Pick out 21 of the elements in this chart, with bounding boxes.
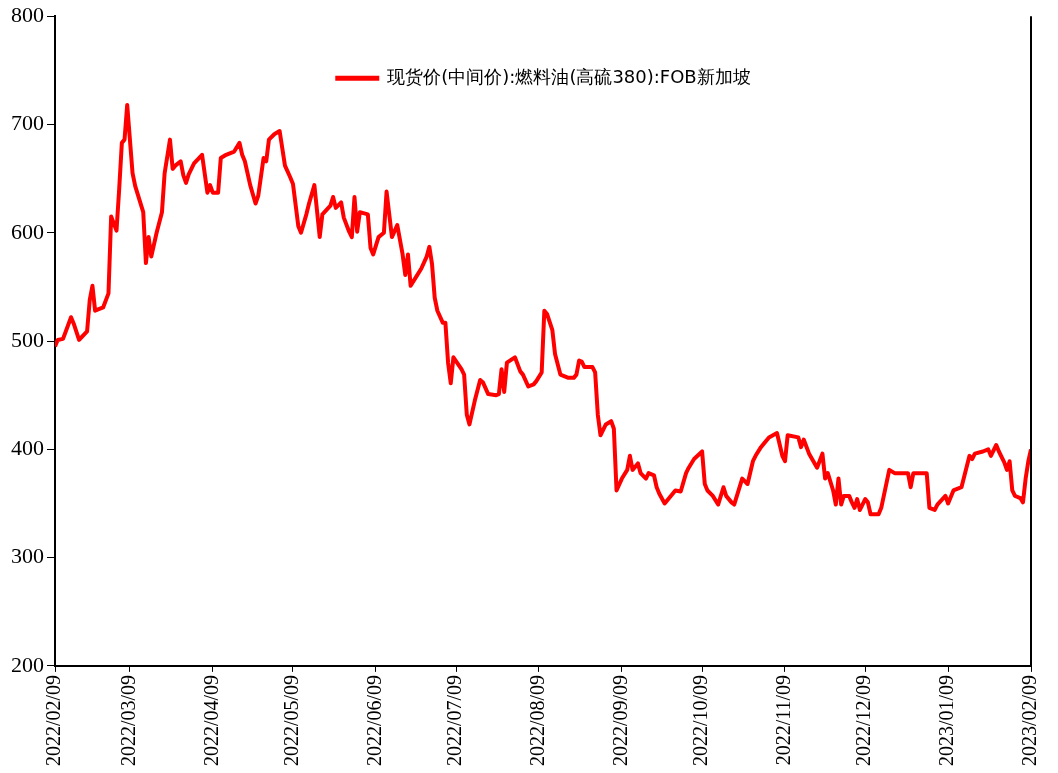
x-tick-label: 2022/04/09 [200,674,223,767]
x-tick-label: 2022/06/09 [363,674,386,767]
x-tick-label: 2022/12/09 [852,674,875,767]
legend-label: 现货价(中间价):燃料油(高硫380):FOB新加坡 [387,65,751,87]
y-tick-label: 800 [11,1,44,27]
x-tick-label: 2022/11/09 [772,674,795,766]
x-tick-label: 2023/02/09 [1018,674,1041,767]
y-tick-label: 400 [11,435,44,461]
x-tick-label: 2022/09/09 [609,674,632,767]
x-tick-label: 2022/03/09 [117,674,140,767]
y-tick-label: 700 [11,110,44,136]
x-tick-label: 2022/08/09 [526,674,549,767]
x-tick-label: 2023/01/09 [935,674,958,767]
x-tick-label: 2022/10/09 [689,674,712,767]
y-tick-label: 200 [11,651,44,677]
y-tick-label: 300 [11,543,44,569]
x-tick-label: 2022/07/09 [443,674,466,767]
x-tick-label: 2022/02/09 [42,674,65,767]
y-tick-label: 500 [11,326,44,352]
y-tick-label: 600 [11,218,44,244]
x-tick-label: 2022/05/09 [280,674,303,767]
